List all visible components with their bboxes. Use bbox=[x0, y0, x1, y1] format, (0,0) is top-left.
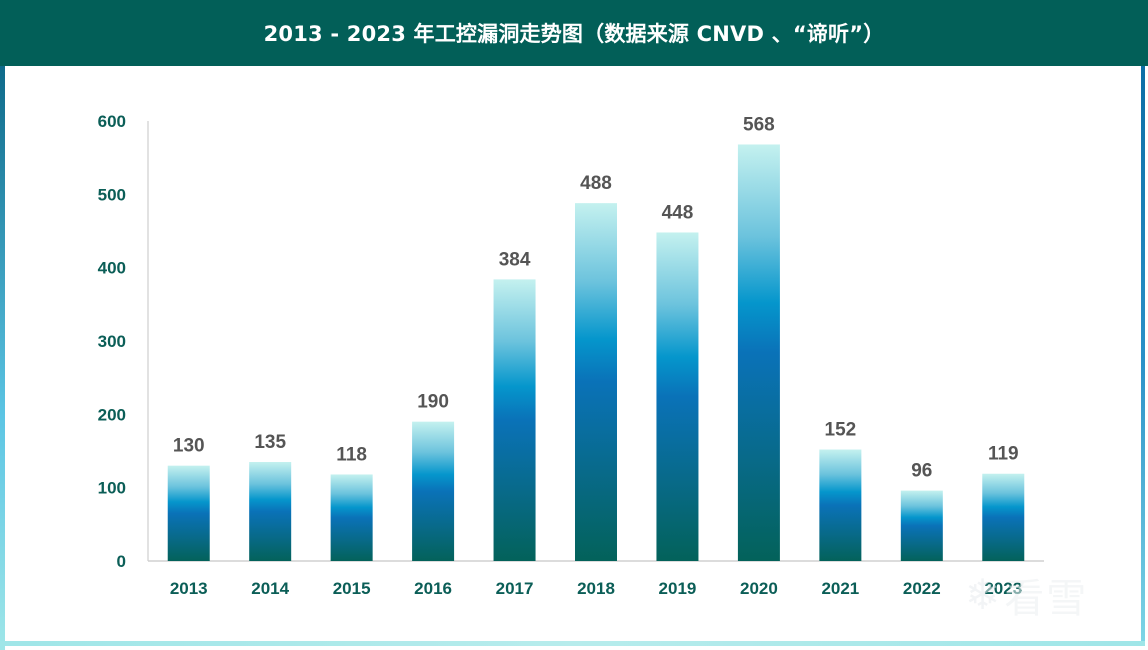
data-label-2016: 190 bbox=[417, 392, 449, 413]
data-label-2013: 130 bbox=[173, 436, 205, 457]
data-label-2015: 118 bbox=[336, 444, 367, 465]
y-axis-ticks: 0 100 200 300 400 500 600 bbox=[98, 112, 126, 571]
bar-2018 bbox=[575, 203, 617, 561]
y-tick-label: 200 bbox=[98, 405, 126, 424]
x-tick-label: 2022 bbox=[903, 579, 941, 598]
y-tick-label: 500 bbox=[98, 185, 126, 204]
bar-2014 bbox=[249, 462, 292, 561]
x-axis-ticks: 2013 2014 2015 2016 2017 2018 2019 2020 2021 2022… bbox=[170, 579, 1022, 598]
bars bbox=[167, 144, 1025, 561]
bar-2023 bbox=[982, 473, 1025, 561]
x-tick-label: 2020 bbox=[740, 579, 778, 598]
x-tick-label: 2018 bbox=[577, 579, 615, 598]
bar-2016 bbox=[412, 421, 455, 561]
x-tick-label: 2021 bbox=[821, 579, 859, 598]
data-label-2017: 384 bbox=[499, 249, 531, 270]
bar-2017 bbox=[493, 279, 536, 561]
y-tick-label: 600 bbox=[98, 112, 126, 131]
y-tick-label: 300 bbox=[98, 332, 126, 351]
data-label-2014: 135 bbox=[254, 432, 286, 453]
bar-2013 bbox=[167, 465, 210, 561]
bar-2020 bbox=[737, 144, 780, 561]
data-labels: 130 135 118 190 384 488 448 568 152 96 119 bbox=[173, 114, 1019, 481]
data-label-2021: 152 bbox=[825, 420, 857, 441]
x-tick-label: 2023 bbox=[984, 579, 1022, 598]
x-tick-label: 2014 bbox=[251, 579, 289, 598]
bar-2019 bbox=[656, 232, 699, 561]
y-tick-label: 0 bbox=[117, 552, 126, 571]
data-label-2023: 119 bbox=[988, 444, 1019, 465]
x-tick-label: 2017 bbox=[496, 579, 534, 598]
data-label-2022: 96 bbox=[911, 461, 932, 482]
data-label-2019: 448 bbox=[662, 202, 694, 223]
data-label-2020: 568 bbox=[743, 114, 775, 135]
data-label-2018: 488 bbox=[580, 173, 612, 194]
bar-2022 bbox=[900, 490, 943, 561]
frame-border-right bbox=[1141, 66, 1145, 646]
chart-title: 2013 - 2023 年工控漏洞走势图（数据来源 CNVD 、“谛听”） bbox=[263, 22, 885, 46]
bar-2015 bbox=[330, 474, 373, 561]
x-tick-label: 2015 bbox=[333, 579, 371, 598]
chart-header: 2013 - 2023 年工控漏洞走势图（数据来源 CNVD 、“谛听”） bbox=[0, 0, 1148, 66]
frame-border-left bbox=[0, 66, 5, 650]
frame-border-bottom bbox=[0, 641, 1145, 646]
bar-2021 bbox=[819, 449, 862, 561]
y-tick-label: 400 bbox=[98, 259, 126, 278]
x-tick-label: 2016 bbox=[414, 579, 452, 598]
y-tick-label: 100 bbox=[98, 479, 126, 498]
x-tick-label: 2013 bbox=[170, 579, 208, 598]
x-tick-label: 2019 bbox=[659, 579, 697, 598]
chart-frame bbox=[0, 66, 1148, 650]
